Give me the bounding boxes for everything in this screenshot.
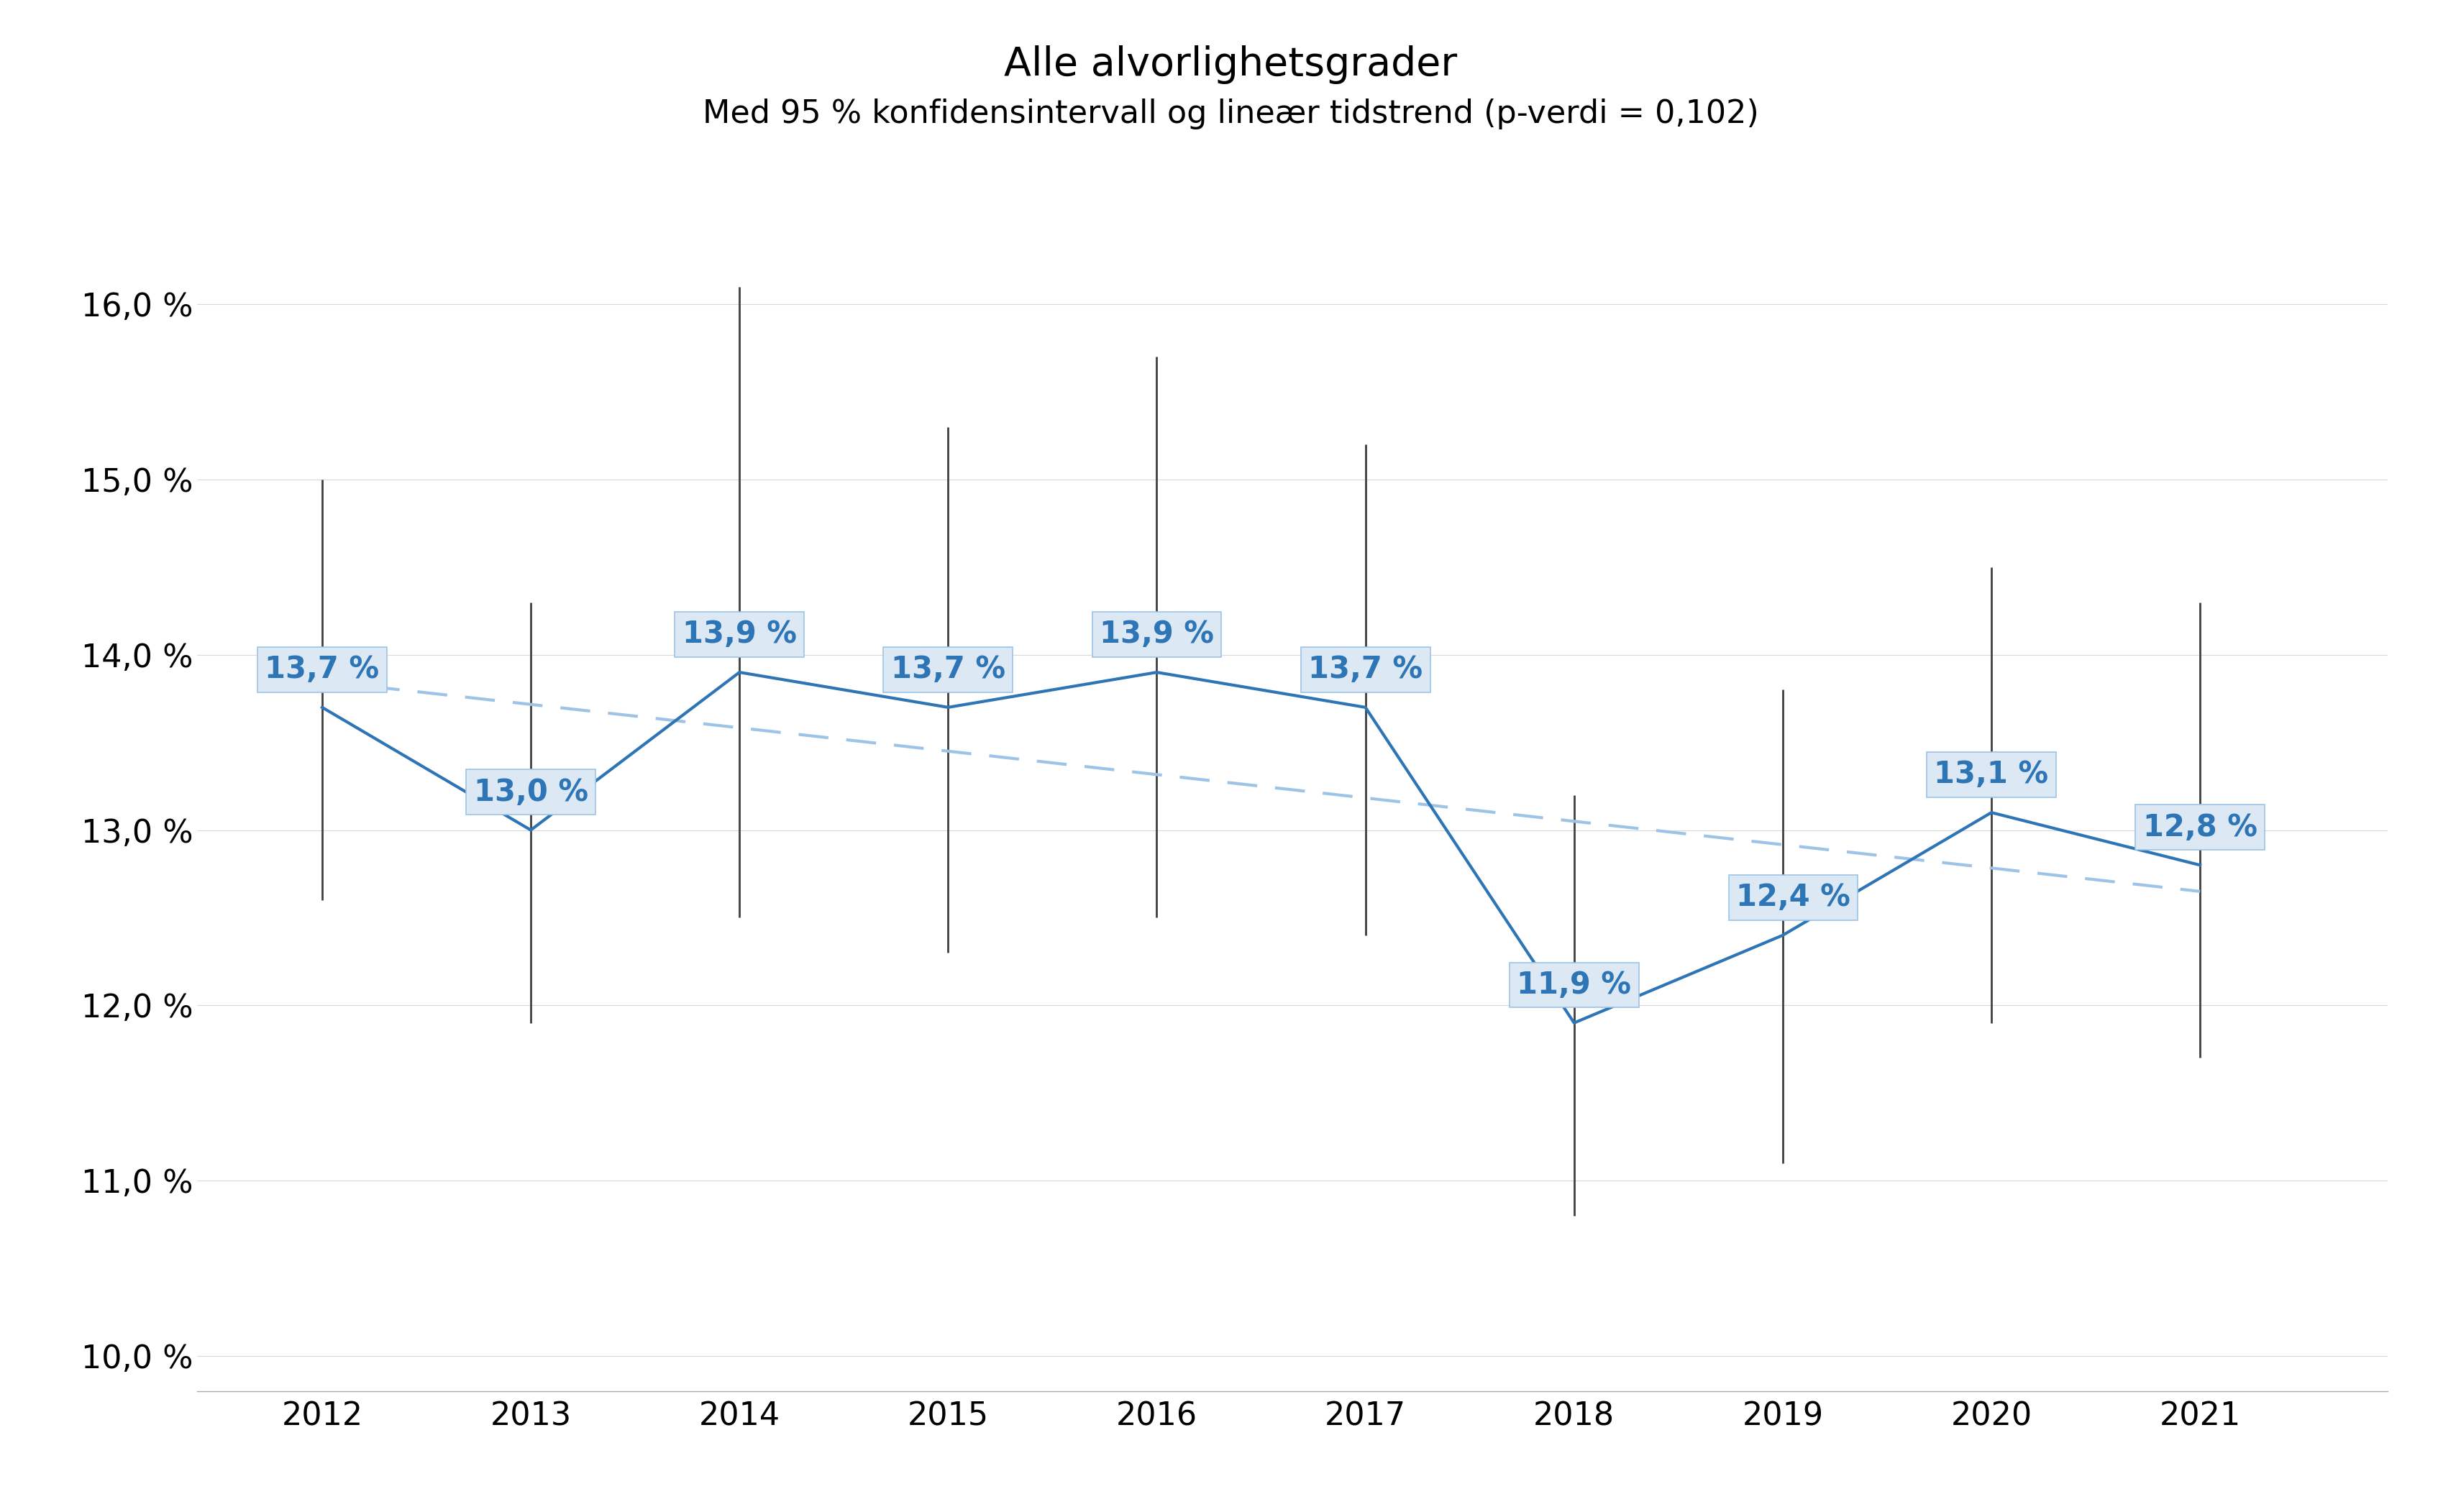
Text: 13,1 %: 13,1 % bbox=[1934, 759, 2048, 789]
Text: 13,7 %: 13,7 % bbox=[266, 655, 379, 685]
Text: Alle alvorlighetsgrader: Alle alvorlighetsgrader bbox=[1004, 45, 1457, 85]
Text: 13,0 %: 13,0 % bbox=[473, 777, 588, 807]
Text: 12,4 %: 12,4 % bbox=[1735, 883, 1851, 912]
Text: 12,8 %: 12,8 % bbox=[2141, 812, 2257, 842]
Text: 13,7 %: 13,7 % bbox=[891, 655, 1004, 685]
Text: Med 95 % konfidensintervall og lineær tidstrend (p-verdi = 0,102): Med 95 % konfidensintervall og lineær ti… bbox=[701, 98, 1760, 129]
Text: 13,9 %: 13,9 % bbox=[682, 620, 797, 650]
Text: 11,9 %: 11,9 % bbox=[1516, 969, 1632, 999]
Text: 13,9 %: 13,9 % bbox=[1100, 620, 1213, 650]
Text: 13,7 %: 13,7 % bbox=[1307, 655, 1422, 685]
